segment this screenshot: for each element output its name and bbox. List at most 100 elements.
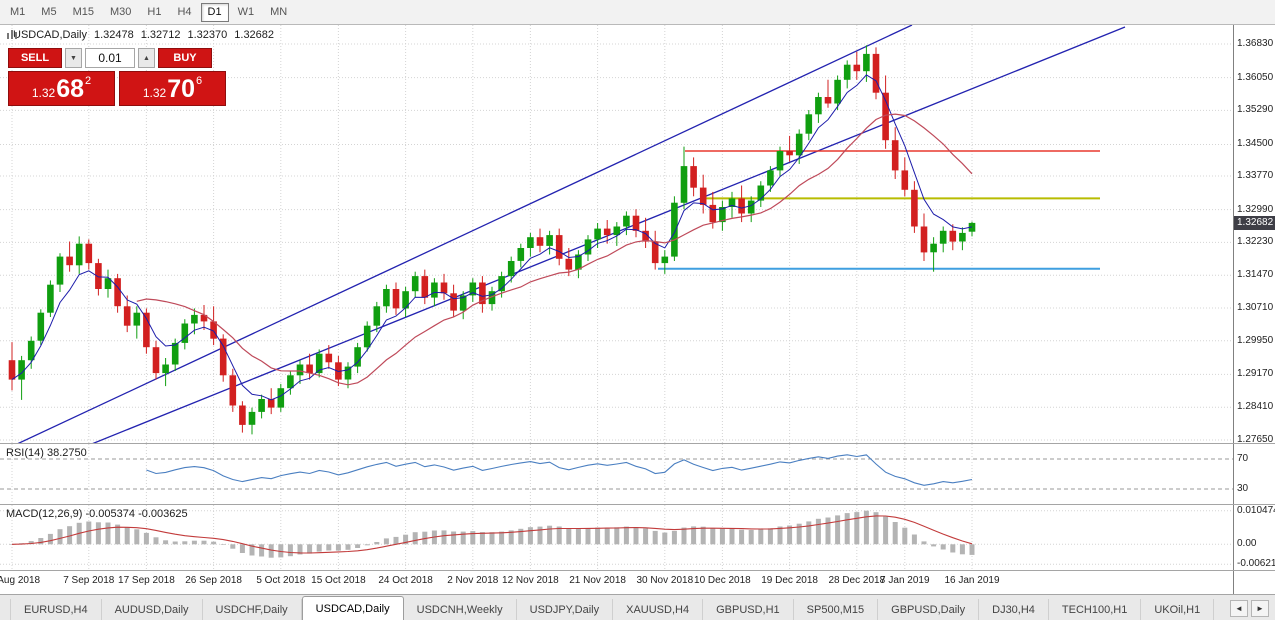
buy-price-point: 6	[196, 75, 203, 87]
date-axis-label: 16 Jan 2019	[944, 575, 1000, 586]
date-axis-label: 10 Dec 2018	[694, 575, 751, 586]
macd-axis-label: 0.00	[1237, 538, 1257, 550]
date-axis-label: 5 Oct 2018	[256, 575, 306, 586]
sell-price-point: 2	[85, 75, 92, 87]
rsi-axis[interactable]: 70 30	[1233, 444, 1275, 504]
timeframe-button-h1[interactable]: H1	[147, 6, 162, 18]
date-axis-label: 24 Oct 2018	[378, 575, 433, 586]
price-axis-label: 1.27650	[1237, 433, 1274, 445]
buy-price-prefix: 1.32	[142, 86, 167, 100]
rsi-panel: RSI(14) 38.2750 70 30	[0, 443, 1275, 504]
current-price-badge: 1.32682	[1234, 215, 1275, 230]
sell-price-prefix: 1.32	[31, 86, 56, 100]
price-axis-label: 1.33770	[1237, 169, 1274, 181]
timeframe-button-m5[interactable]: M5	[41, 6, 57, 18]
chevron-up-icon: ▲	[143, 54, 150, 62]
sell-price-pips: 68	[56, 75, 85, 103]
price-axis-label: 1.31470	[1237, 269, 1274, 281]
price-axis[interactable]: 1.36830 1.36050 1.35290 1.34500 1.33770 1.329…	[1233, 25, 1275, 445]
lot-size-input[interactable]	[85, 48, 135, 68]
tab-scroll-right-button[interactable]: ►	[1251, 600, 1269, 617]
timeframe-button-d1[interactable]: D1	[200, 2, 229, 22]
chart-tab-audusd[interactable]: AUDUSD,Daily	[102, 599, 203, 620]
sell-price-display[interactable]: 1.32 68 2	[8, 71, 115, 106]
date-axis-label: 21 Nov 2018	[569, 575, 626, 586]
chart-tabs-bar: EURUSD,H4 AUDUSD,Daily USDCHF,Daily USDCAD,…	[0, 594, 1275, 620]
date-axis-label: 15 Oct 2018	[311, 575, 366, 586]
timeframe-button-w1[interactable]: W1	[237, 6, 255, 18]
date-axis-label: 26 Sep 2018	[185, 575, 242, 586]
buy-price-display[interactable]: 1.32 70 6	[119, 71, 226, 106]
chart-tab-usdchf[interactable]: USDCHF,Daily	[203, 599, 302, 620]
axis-separator	[1233, 571, 1234, 594]
tab-scroll-left-button[interactable]: ◄	[1230, 600, 1248, 617]
chart-tab-gbpusd[interactable]: GBPUSD,H1	[703, 599, 794, 620]
chart-header: USDCAD,Daily 1.32478 1.32712 1.32370 1.3…	[6, 29, 274, 41]
chart-tab-sp500[interactable]: SP500,M15	[794, 599, 879, 620]
buy-button[interactable]: BUY	[158, 48, 212, 68]
main-chart-panel: USDCAD,Daily 1.32478 1.32712 1.32370 1.3…	[0, 25, 1275, 445]
chart-tab-tech100[interactable]: TECH100,H1	[1049, 599, 1142, 620]
macd-axis[interactable]: 0.010474 0.00 -0.006218	[1233, 505, 1275, 570]
date-axis-label: 19 Dec 2018	[761, 575, 818, 586]
date-axis-label: 17 Sep 2018	[118, 575, 175, 586]
rsi-chart[interactable]	[0, 444, 1233, 504]
date-axis-label: 7 Jan 2019	[880, 575, 930, 586]
macd-label: MACD(12,26,9) -0.005374 -0.003625	[6, 508, 188, 520]
chart-tab-xauusd[interactable]: XAUUSD,H4	[613, 599, 704, 620]
date-axis-label: 7 Sep 2018	[63, 575, 115, 586]
price-axis-label: 1.34500	[1237, 138, 1274, 150]
chart-tab-usdcad[interactable]: USDCAD,Daily	[301, 596, 404, 620]
price-axis-label: 1.29170	[1237, 368, 1274, 380]
rsi-axis-label: 30	[1237, 483, 1249, 494]
ohlc-low: 1.32370	[187, 29, 228, 41]
macd-axis-label: -0.006218	[1237, 558, 1275, 570]
main-chart[interactable]	[0, 25, 1233, 443]
tab-navigation: ◄ ►	[1224, 600, 1275, 620]
macd-chart[interactable]	[0, 505, 1233, 570]
price-axis-label: 1.32990	[1237, 203, 1274, 215]
price-axis-label: 1.29950	[1237, 334, 1274, 346]
chart-tab-usdjpy[interactable]: USDJPY,Daily	[517, 599, 614, 620]
date-axis-label: 28 Aug 2018	[0, 575, 41, 586]
date-axis-label: 30 Nov 2018	[636, 575, 694, 586]
macd-axis-label: 0.010474	[1237, 504, 1275, 516]
arrow-left-icon: ◄	[1235, 604, 1243, 613]
sell-button[interactable]: SELL	[8, 48, 62, 68]
macd-panel: MACD(12,26,9) -0.005374 -0.003625 0.0104…	[0, 504, 1275, 570]
price-axis-label: 1.36050	[1237, 71, 1274, 83]
chart-tab-gbpusd[interactable]: GBPUSD,Daily	[878, 599, 980, 620]
arrow-right-icon: ►	[1256, 604, 1264, 613]
ohlc-close: 1.32682	[234, 29, 275, 41]
rsi-axis-label: 70	[1237, 453, 1249, 464]
price-axis-label: 1.35290	[1237, 104, 1274, 116]
symbol-title: USDCAD,Daily	[13, 29, 87, 41]
lot-decrease-button[interactable]: ▼	[65, 48, 82, 68]
price-axis-label: 1.36830	[1237, 37, 1274, 49]
one-click-trade-widget: SELL ▼ ▲ BUY 1.32 68 2 1.32 70	[8, 48, 226, 106]
chart-tab-dj30[interactable]: DJ30,H4	[979, 599, 1049, 620]
timeframe-button-m1[interactable]: M1	[10, 6, 26, 18]
chart-tab-eurusd[interactable]: EURUSD,H4	[10, 599, 102, 620]
ohlc-high: 1.32712	[140, 29, 181, 41]
timeframe-toolbar: M1 M5 M15 M30 H1 H4 D1 W1 MN	[0, 0, 1275, 25]
lot-increase-button[interactable]: ▲	[138, 48, 155, 68]
price-axis-label: 1.28410	[1237, 401, 1274, 413]
price-axis-label: 1.30710	[1237, 301, 1274, 313]
chevron-down-icon: ▼	[70, 54, 77, 62]
ohlc-open: 1.32478	[93, 29, 134, 41]
timeframe-button-h4[interactable]: H4	[177, 6, 192, 18]
rsi-label: RSI(14) 38.2750	[6, 447, 87, 459]
date-axis-label: 2 Nov 2018	[447, 575, 499, 586]
date-axis-label: 28 Dec 2018	[828, 575, 886, 586]
timeframe-button-mn[interactable]: MN	[270, 6, 288, 18]
buy-price-pips: 70	[167, 75, 196, 103]
chart-tab-usdcnh[interactable]: USDCNH,Weekly	[404, 599, 517, 620]
price-axis-label: 1.32230	[1237, 236, 1274, 248]
timeframe-button-m30[interactable]: M30	[109, 6, 132, 18]
timeframe-button-m15[interactable]: M15	[72, 6, 94, 18]
date-axis-label: 12 Nov 2018	[502, 575, 559, 586]
chart-area: USDCAD,Daily 1.32478 1.32712 1.32370 1.3…	[0, 25, 1275, 594]
chart-tab-ukoil[interactable]: UKOil,H1	[1141, 599, 1215, 620]
